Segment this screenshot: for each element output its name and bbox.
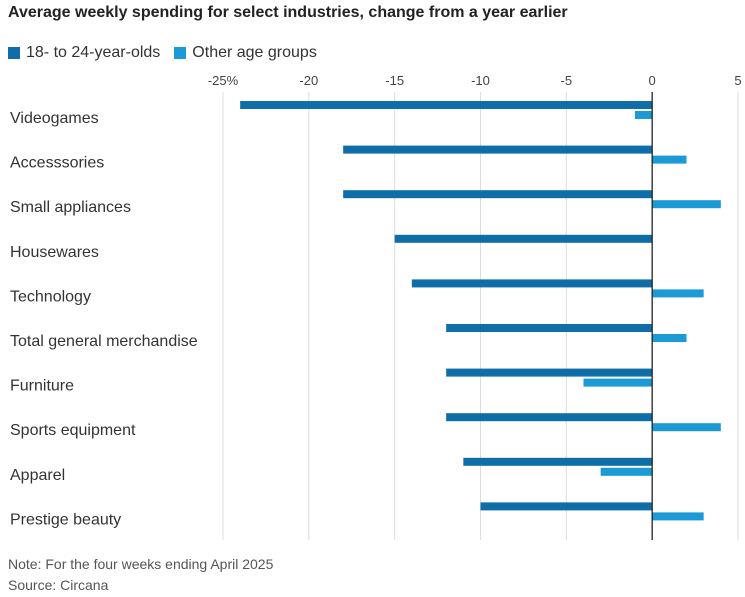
bar-18-24: [446, 413, 653, 422]
legend-item-other: Other age groups: [174, 44, 317, 62]
category-label: Accesssories: [10, 155, 104, 172]
bar-18-24: [343, 145, 653, 154]
category-label: Furniture: [10, 378, 74, 395]
bar-other-age-groups: [652, 334, 687, 342]
category-label: Sports equipment: [10, 422, 136, 439]
x-tick-label: -25%: [208, 73, 239, 88]
legend-label-other: Other age groups: [192, 44, 317, 61]
legend: 18- to 24-year-olds Other age groups: [8, 44, 331, 62]
category-label: Housewares: [10, 244, 99, 261]
bar-other-age-groups: [652, 423, 721, 432]
bar-18-24: [480, 502, 653, 511]
bar-other-age-groups: [635, 111, 653, 119]
legend-swatch-other: [174, 47, 187, 59]
legend-swatch-18-24: [8, 47, 20, 59]
bar-other-age-groups: [583, 378, 653, 387]
x-tick-label: -5: [561, 73, 573, 88]
category-label: Technology: [10, 288, 91, 305]
bar-other-age-groups: [652, 200, 721, 209]
chart-source: Source: Circana: [8, 577, 109, 593]
bar-18-24: [446, 368, 653, 377]
category-label: Total general merchandise: [10, 333, 198, 350]
bar-18-24: [463, 457, 653, 466]
bar-other-age-groups: [652, 289, 704, 298]
bar-18-24: [394, 234, 653, 243]
x-tick-label: -20: [299, 73, 318, 88]
x-tick-label: 5: [734, 73, 741, 88]
bar-18-24: [411, 279, 653, 288]
bar-18-24: [446, 324, 653, 332]
legend-item-18-24: 18- to 24-year-olds: [8, 44, 160, 62]
chart-note: Note: For the four weeks ending April 20…: [8, 556, 274, 572]
category-label: Prestige beauty: [10, 511, 121, 528]
chart-title: Average weekly spending for select indus…: [8, 4, 568, 21]
category-label: Apparel: [10, 467, 65, 484]
category-label: Small appliances: [10, 199, 131, 216]
category-label: Videogames: [10, 110, 99, 127]
x-tick-label: -15: [385, 73, 404, 88]
x-tick-label: 0: [649, 73, 656, 88]
bar-18-24: [343, 190, 653, 199]
bar-18-24: [240, 101, 653, 109]
legend-label-18-24: 18- to 24-year-olds: [26, 44, 161, 61]
bar-other-age-groups: [652, 155, 687, 164]
bar-other-age-groups: [600, 467, 653, 476]
x-tick-label: -10: [471, 73, 490, 88]
bar-other-age-groups: [652, 512, 704, 521]
